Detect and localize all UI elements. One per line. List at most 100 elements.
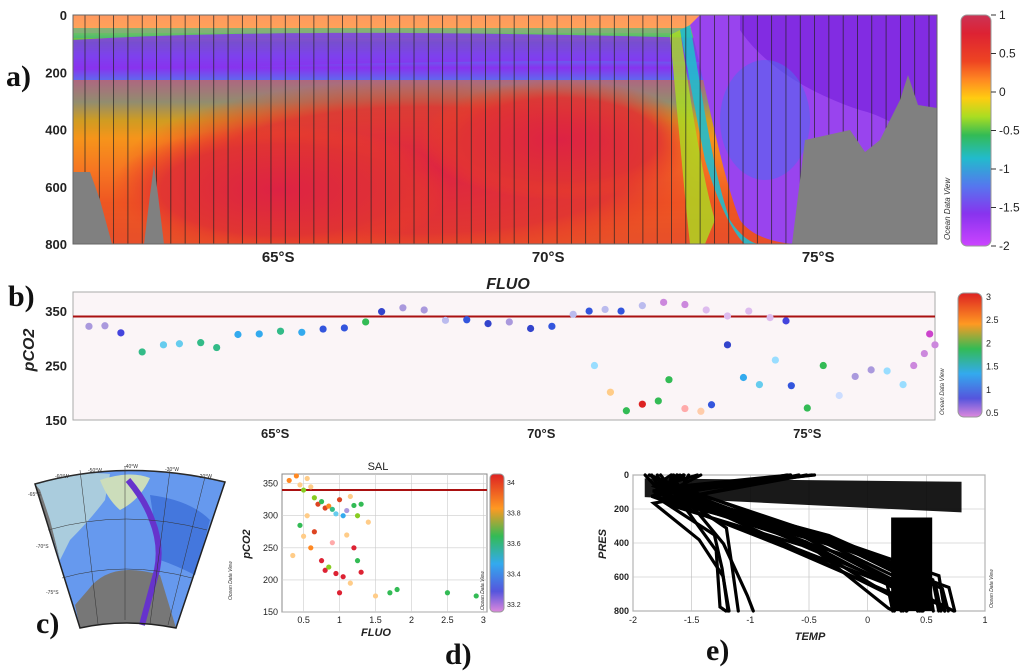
- map-lon-labels: -60°W -50°W -40°W -30°W -20°W: [55, 464, 212, 480]
- data-point: [681, 404, 689, 413]
- data-point: [311, 495, 317, 501]
- data-point: [351, 502, 357, 509]
- panel-a-y-tick-label: 400: [45, 123, 67, 138]
- data-point: [681, 300, 689, 309]
- panel-b-watermark: Ocean Data View: [940, 368, 946, 415]
- panel-d-x-tick-label: 3: [481, 615, 486, 625]
- data-point: [638, 400, 646, 408]
- panel-b-points: [85, 298, 939, 415]
- data-point: [117, 329, 125, 337]
- colorbar-tick-label: 0.5: [986, 408, 999, 418]
- panel-c-map: -60°W -50°W -40°W -30°W -20°W -65°S -70°…: [28, 464, 234, 640]
- data-point: [358, 569, 364, 575]
- data-point: [354, 558, 361, 564]
- data-point: [617, 307, 625, 315]
- panel-b-x-tick-label: 65°S: [261, 426, 290, 441]
- data-point: [340, 513, 346, 519]
- data-point: [197, 339, 205, 347]
- data-point: [548, 322, 556, 330]
- data-point: [473, 593, 479, 599]
- panel-e-x-tick-label: -0.5: [801, 615, 817, 625]
- data-point: [347, 493, 353, 500]
- panel-b-colorbar: [957, 292, 983, 418]
- panel-a-frame: [72, 14, 938, 245]
- panel-e-label: e): [706, 634, 729, 667]
- panel-a-section: a) 0 200 400 600 800 65°S 70°S 75°S: [6, 8, 1020, 266]
- colorbar-tick-label: 2: [986, 338, 991, 348]
- panel-e-x-tick-label: -1.5: [684, 615, 700, 625]
- data-point: [365, 519, 371, 525]
- panel-e-x-ticks: -2 -1.5 -1 -0.5 0 0.5 1: [629, 615, 988, 625]
- colorbar-tick-label: 2.5: [986, 315, 999, 325]
- colorbar-tick-label: 3: [986, 292, 991, 302]
- data-point: [354, 513, 361, 519]
- map-graticule: [34, 466, 226, 626]
- map-lat-labels: -65°S -70°S -75°S: [28, 492, 59, 596]
- data-point: [803, 404, 811, 412]
- data-point: [315, 501, 321, 507]
- panel-d-y-tick-label: 250: [263, 543, 278, 553]
- panel-b-ylabel: pCO2: [21, 329, 38, 373]
- panel-d-x-tick-label: 1: [337, 615, 342, 625]
- colorbar-tick-label: 34: [507, 480, 515, 487]
- panel-d-y-tick-label: 350: [263, 479, 278, 489]
- data-point: [665, 376, 673, 384]
- data-point: [308, 545, 314, 551]
- lon-label-20w: -20°W: [198, 474, 212, 480]
- data-point: [755, 380, 764, 389]
- data-point: [322, 567, 328, 573]
- bathymetry-ridge: [144, 165, 164, 244]
- data-point: [463, 316, 471, 324]
- colorbar-tick-label: 1.5: [986, 362, 999, 372]
- data-point: [336, 590, 343, 596]
- panel-a-y-tick-label: 800: [45, 237, 67, 252]
- cruise-track: [125, 478, 162, 626]
- data-point: [819, 361, 827, 370]
- lon-label-40w: -40°W: [124, 464, 138, 470]
- data-point: [304, 513, 310, 519]
- data-point: [333, 570, 339, 577]
- data-point: [358, 501, 364, 507]
- data-point: [638, 302, 646, 310]
- panel-d-title: SAL: [368, 461, 389, 473]
- data-point: [378, 308, 386, 316]
- profile-cluster: [644, 478, 962, 513]
- panel-b-x-ticks: 65°S 70°S 75°S: [261, 426, 822, 441]
- data-point: [745, 307, 753, 315]
- panel-e-y-tick-label: 600: [614, 572, 629, 582]
- panel-b-title: FLUO: [486, 276, 530, 293]
- panel-e-watermark: Ocean Data View: [989, 569, 995, 608]
- colorbar-tick-label: -0.5: [999, 124, 1020, 138]
- panel-c-watermark: Ocean Data View: [228, 561, 234, 600]
- panel-d-frame: [281, 473, 488, 613]
- data-point: [85, 322, 93, 330]
- data-point: [766, 314, 774, 322]
- panel-d-x-tick-label: 2: [409, 615, 414, 625]
- panel-a-y-ticks: 0 200 400 600 800: [45, 8, 67, 252]
- panel-d-y-tick-label: 300: [263, 511, 278, 521]
- map-blue-deep: [150, 495, 210, 575]
- data-point: [387, 590, 393, 596]
- panel-e-x-tick-label: 0: [865, 615, 870, 625]
- colorbar-tick-label: 1: [999, 8, 1006, 22]
- panel-e-y-tick-label: 0: [624, 470, 629, 480]
- panel-d-y-tick-label: 200: [263, 575, 278, 585]
- colorbar-tick-label: 1: [986, 385, 991, 395]
- panel-d-colorbar: [489, 473, 505, 613]
- panel-d-y-tick-label: 150: [263, 607, 278, 617]
- data-point: [601, 305, 609, 314]
- panel-e-xlabel: TEMP: [795, 631, 826, 643]
- data-point: [290, 552, 296, 559]
- data-point: [399, 304, 407, 312]
- data-point: [883, 367, 891, 375]
- colorbar-tick-label: 33.2: [507, 602, 521, 609]
- data-point: [787, 382, 795, 390]
- panel-a-colorbar: [960, 14, 992, 247]
- colorbar-tick-label: -2: [999, 239, 1010, 253]
- panel-e-y-tick-label: 200: [614, 504, 629, 514]
- data-point: [444, 590, 451, 596]
- panel-c-label: c): [36, 607, 59, 640]
- panel-b-frame: [72, 291, 936, 421]
- data-point: [723, 312, 732, 320]
